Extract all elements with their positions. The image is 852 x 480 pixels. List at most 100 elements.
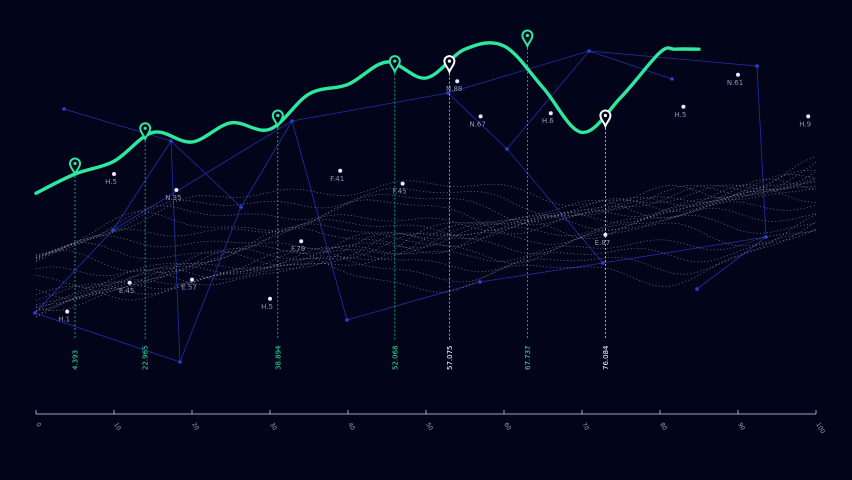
marker-pin-dot [276, 113, 280, 118]
network-line [34, 312, 181, 363]
network-point [755, 64, 759, 68]
data-node [268, 296, 272, 301]
x-axis: 0 10 20 30 40 50 60 70 80 90 100 [34, 410, 826, 435]
data-node [174, 188, 179, 192]
marker-drop-lines: 4.393 22.965 38.894 52.068 57.075 67.737 76.08… [72, 44, 610, 370]
x-axis-tick-label: 60 [502, 422, 512, 432]
network-point [764, 235, 768, 239]
data-node [548, 111, 553, 116]
wave-line [35, 181, 817, 261]
marker-pin-dot [525, 33, 529, 38]
data-node-label: E.57 [181, 284, 197, 292]
marker-pin-shape [271, 109, 284, 129]
network-point [290, 119, 294, 123]
network-point [62, 107, 66, 111]
marker-value-label: 57.075 [446, 346, 454, 371]
network-line [756, 65, 767, 238]
marker-pin-shape [68, 157, 82, 177]
network-line [588, 50, 673, 80]
data-node-label: H.9 [799, 120, 811, 128]
marker-pin-icon [139, 122, 152, 142]
network-line [63, 108, 172, 142]
network-line [506, 50, 590, 150]
wave-line [35, 177, 817, 255]
network-line [479, 262, 604, 283]
x-axis-tick-label: 20 [190, 422, 200, 432]
network-line [170, 140, 181, 363]
data-node-label: E.87 [595, 239, 611, 247]
network-point [111, 228, 115, 232]
network-line [34, 229, 114, 314]
data-node-label: F.79 [291, 245, 305, 253]
network-point [33, 311, 37, 315]
x-axis-tick-label: 100 [814, 422, 826, 436]
network-point [695, 287, 699, 291]
network-point [345, 318, 349, 322]
network-point [178, 360, 182, 364]
wave-line [35, 201, 817, 312]
data-node [127, 280, 132, 285]
network-point [670, 77, 674, 81]
marker-pin-icon [388, 55, 401, 75]
data-node [400, 181, 405, 186]
data-node-label: H.1 [58, 316, 70, 324]
marker-pin-icon [68, 157, 82, 177]
x-axis-tick-label: 0 [34, 422, 42, 429]
node-layer: H.1 H.5 E.45 N.35 E.57 H.5 F.79 F.41 F.45 N.88 N.6… [58, 72, 811, 324]
data-node-label: N.88 [446, 85, 462, 93]
network-line [240, 120, 293, 208]
main-series-line [34, 41, 701, 195]
data-node-label: H.5 [261, 303, 273, 311]
data-node [806, 114, 811, 119]
network-line [346, 281, 481, 321]
marker-value-label: 22.965 [142, 346, 150, 371]
x-axis-tick-label: 10 [112, 422, 122, 432]
x-axis-tick-label: 30 [268, 422, 278, 432]
marker-pin-shape [139, 122, 152, 142]
wave-line [35, 184, 817, 260]
x-axis-tick-label: 70 [580, 422, 590, 432]
network-line [696, 236, 767, 290]
data-node-label: F.45 [393, 188, 407, 196]
wave-layer [35, 156, 817, 318]
data-node-label: E.45 [119, 287, 135, 295]
data-node-label: H.5 [674, 111, 686, 119]
marker-value-label: 76.084 [602, 345, 610, 370]
marker-pin-icon [599, 109, 612, 129]
data-node-label: F.41 [330, 175, 344, 183]
data-node [478, 114, 483, 119]
data-node-label: N.35 [165, 194, 181, 202]
wave-line [35, 215, 817, 317]
data-node-label: N.67 [469, 120, 485, 128]
network-line [179, 206, 242, 363]
network-line [447, 92, 508, 150]
marker-pin-dot [393, 59, 397, 63]
network-line [112, 140, 172, 231]
marker-value-label: 67.737 [524, 346, 532, 371]
marker-pin-dot [73, 161, 77, 166]
marker-value-label: 52.068 [391, 346, 399, 371]
data-node [299, 239, 304, 244]
wave-line [35, 228, 817, 305]
x-axis-tick-label: 80 [658, 422, 668, 432]
wave-line [35, 222, 817, 312]
data-node [112, 172, 116, 176]
network-line [291, 92, 449, 122]
marker-pin-icon [521, 29, 534, 49]
main-line-layer [34, 41, 701, 195]
network-layer [33, 49, 768, 364]
network-line [588, 50, 758, 67]
data-node [455, 79, 460, 84]
data-node [736, 72, 740, 77]
marker-pin-dot [603, 113, 607, 118]
wave-line [35, 169, 817, 276]
wave-line [35, 156, 817, 272]
marker-pin-icon [443, 55, 456, 75]
network-point [446, 91, 450, 95]
network-point [601, 261, 605, 265]
marker-pins [68, 29, 612, 177]
data-node [338, 168, 343, 173]
network-line [506, 148, 604, 264]
network-point [505, 147, 509, 151]
